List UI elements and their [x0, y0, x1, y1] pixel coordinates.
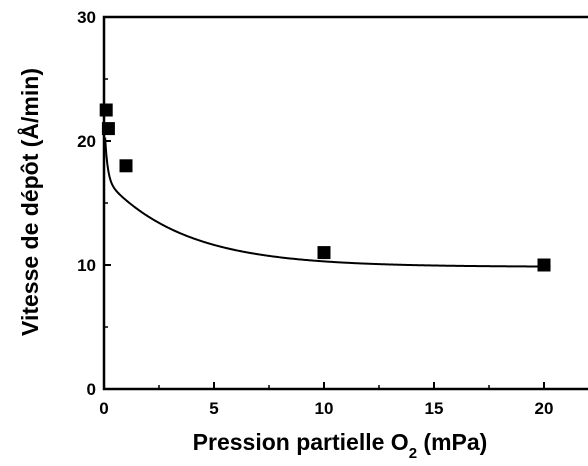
y-tick-label: 0 [87, 380, 96, 399]
plot-frame [102, 15, 588, 391]
y-tick-label: 30 [77, 8, 96, 27]
data-point [119, 159, 133, 173]
x-tick-label: 5 [209, 399, 218, 418]
data-point [99, 103, 113, 117]
fit-curve [104, 137, 551, 268]
data-point [537, 258, 551, 272]
x-axis-title: Pression partielle O2 (mPa) [193, 429, 488, 462]
x-tick-label: 20 [535, 399, 554, 418]
x-axis-title-subscript: 2 [409, 445, 417, 462]
plot-area [99, 15, 588, 391]
y-tick-label: 10 [77, 256, 96, 275]
data-point [101, 122, 115, 136]
y-axis: 0 10 20 30 [77, 8, 111, 399]
y-axis-title: Vitesse de dépôt (Å/min) [16, 68, 43, 336]
data-point [317, 246, 331, 260]
y-tick-label: 20 [77, 132, 96, 151]
x-tick-label: 10 [315, 399, 334, 418]
x-axis: 0 5 10 15 20 [99, 382, 553, 418]
x-axis-title-main: Pression partielle O [193, 429, 409, 455]
x-tick-label: 15 [425, 399, 444, 418]
x-axis-title-unit: (mPa) [417, 429, 487, 455]
x-tick-label: 0 [99, 399, 108, 418]
